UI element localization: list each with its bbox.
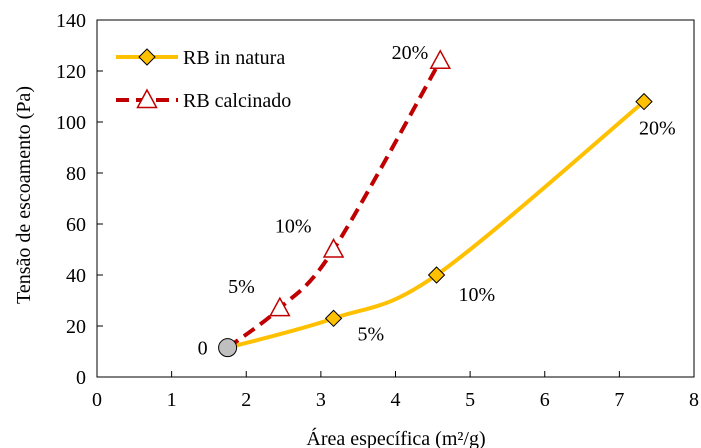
plot-frame [96, 19, 695, 378]
data-label: 10% [275, 216, 312, 238]
data-point [635, 92, 653, 111]
legend-label-1: RB in natura [183, 47, 285, 69]
y-tick-label: 40 [66, 265, 86, 287]
y-tick-label: 20 [66, 316, 86, 338]
y-tick-label: 80 [66, 163, 86, 185]
series-line-1 [227, 100, 646, 350]
legend-marker-2 [136, 88, 158, 109]
y-tick-label: 60 [66, 214, 86, 236]
data-point [427, 266, 446, 284]
x-tick-label: 1 [167, 389, 177, 411]
x-tick-label: 3 [316, 389, 326, 411]
x-tick-label: 0 [92, 389, 102, 411]
x-tick-label: 7 [614, 389, 624, 411]
legend-marker-1 [138, 48, 156, 66]
data-label: 10% [459, 284, 496, 306]
data-label: 5% [228, 276, 255, 298]
y-tick-label: 140 [56, 10, 86, 32]
data-point [269, 296, 291, 317]
data-label: 20% [639, 118, 676, 140]
origin-label: 0 [198, 338, 208, 360]
x-tick-label: 8 [689, 389, 699, 411]
x-tick-label: 4 [391, 389, 401, 411]
data-label: 20% [392, 42, 429, 64]
x-tick-label: 2 [241, 389, 251, 411]
y-axis-title: Tensão de escoamento (Pa) [13, 86, 35, 304]
series-line-2 [226, 59, 443, 350]
x-axis-title: Área específica (m²/g) [306, 427, 485, 448]
y-tick-label: 100 [56, 112, 86, 134]
legend-label-2: RB calcinado [183, 90, 291, 112]
x-tick-label: 6 [540, 389, 550, 411]
data-point [322, 237, 345, 258]
labels: 5% 10% 20% 5% 10% 20% 0 [198, 42, 676, 360]
data-point [324, 309, 343, 328]
data-point [429, 49, 452, 70]
series-lines [226, 59, 646, 350]
y-tick-label: 120 [56, 61, 86, 83]
y-tick-label: 0 [76, 367, 86, 389]
data-label: 5% [358, 323, 385, 345]
legend: RB in natura RB calcinado [116, 47, 291, 112]
markers [218, 49, 653, 358]
x-tick-label: 5 [465, 389, 475, 411]
origin-point [218, 338, 238, 358]
